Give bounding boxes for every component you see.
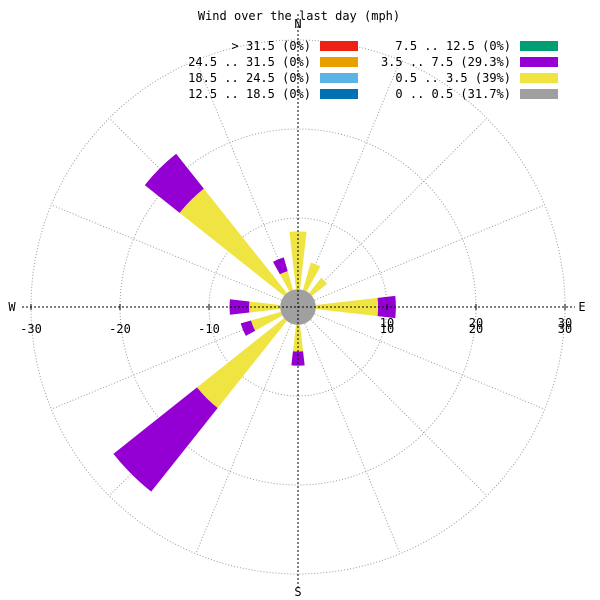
legend-swatch (320, 41, 358, 51)
wind-petal (279, 271, 294, 292)
legend-label: 0 .. 0.5 (31.7%) (395, 87, 511, 101)
legend-label: 24.5 .. 31.5 (0%) (188, 55, 311, 69)
x-tick-label: -10 (198, 322, 220, 336)
grid-spoke (297, 306, 488, 497)
legend: > 31.5 (0%) 24.5 .. 31.5 (0%) 18.5 .. 24.5… (188, 39, 558, 101)
compass-south-label: S (294, 585, 301, 599)
compass-east-label: E (578, 300, 585, 314)
x-tick-label-upper: 30 (558, 316, 572, 330)
legend-label: 0.5 .. 3.5 (39%) (395, 71, 511, 85)
grid-spoke (51, 306, 299, 410)
wind-petal (302, 262, 321, 292)
grid-spoke (297, 204, 545, 308)
wind-petal (289, 231, 307, 290)
legend-swatch (320, 57, 358, 67)
wind-petal (249, 301, 281, 313)
grid-spoke (297, 306, 545, 410)
x-tick-label-upper: 10 (380, 316, 394, 330)
wind-petal (240, 320, 256, 336)
x-tick-label-upper: 20 (469, 316, 483, 330)
grid-spoke (195, 60, 299, 308)
legend-swatch (320, 73, 358, 83)
wind-petal (197, 318, 287, 408)
wind-petal (179, 188, 287, 296)
wind-petal (309, 277, 328, 296)
grid-spoke (297, 117, 488, 308)
grid-spoke (51, 204, 299, 308)
wind-petal (250, 311, 283, 331)
compass-north-label: N (294, 17, 301, 31)
axes (22, 14, 575, 590)
x-tick-label: 20 (469, 322, 483, 336)
compass-west-label: W (8, 300, 16, 314)
legend-swatch (520, 57, 558, 67)
x-tick-label: 10 (380, 322, 394, 336)
legend-swatch (320, 89, 358, 99)
x-tick-label: 30 (558, 322, 572, 336)
legend-label: > 31.5 (0%) (232, 39, 311, 53)
legend-swatch (520, 89, 558, 99)
grid-spoke (195, 306, 299, 554)
legend-label: 18.5 .. 24.5 (0%) (188, 71, 311, 85)
grid-spoke (297, 306, 401, 554)
chart-title: Wind over the last day (mph) (198, 9, 400, 23)
wind-petal (113, 387, 218, 492)
legend-label: 12.5 .. 18.5 (0%) (188, 87, 311, 101)
wind-petal (272, 257, 288, 275)
wind-petal (144, 153, 204, 213)
x-tick-label: -30 (20, 322, 42, 336)
legend-swatch (520, 41, 558, 51)
grid-spoke (108, 117, 299, 308)
x-tick-label: -20 (109, 322, 131, 336)
legend-swatch (520, 73, 558, 83)
legend-label: 3.5 .. 7.5 (29.3%) (381, 55, 511, 69)
wind-petals (113, 153, 396, 492)
grid-spoke (297, 60, 401, 308)
axis-labels: N S W E -30 -20 -10 10 20 30 10 20 30 (8, 17, 585, 599)
legend-label: 7.5 .. 12.5 (0%) (395, 39, 511, 53)
